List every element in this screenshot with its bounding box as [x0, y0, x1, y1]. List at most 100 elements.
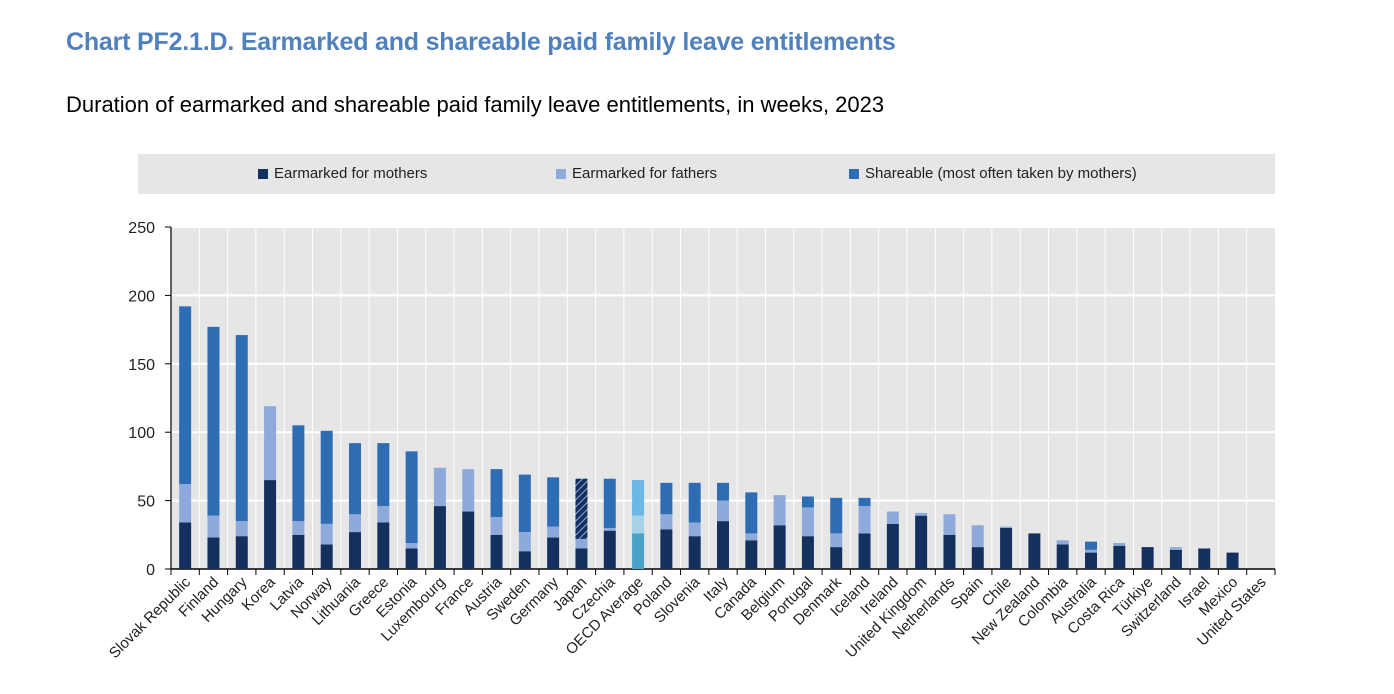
bar-fathers	[603, 527, 616, 531]
bar-mothers	[292, 534, 305, 569]
bar-mothers	[1085, 552, 1097, 569]
legend-label-mothers: Earmarked for mothers	[274, 165, 428, 182]
bar-mothers	[717, 521, 729, 569]
bar-mothers	[603, 530, 616, 569]
chart-subtitle: Duration of earmarked and shareable paid…	[66, 92, 885, 117]
bar-mothers	[1226, 552, 1239, 569]
bar-mothers	[1056, 544, 1069, 569]
bar-shareable	[518, 474, 531, 533]
bar-mothers	[915, 515, 928, 569]
bar-fathers	[235, 521, 248, 537]
bar-mothers	[462, 511, 475, 569]
legend-label-shareable: Shareable (most often taken by mothers)	[865, 165, 1137, 182]
bar-shareable	[830, 497, 843, 534]
legend-swatch-fathers	[556, 168, 566, 179]
y-tick-label: 100	[128, 425, 155, 442]
bar-fathers	[915, 512, 928, 516]
bar-mothers	[830, 547, 843, 569]
bar-fathers	[349, 514, 361, 533]
bar-fathers	[575, 538, 588, 549]
legend-label-fathers: Earmarked for fathers	[572, 165, 718, 182]
y-tick-label: 250	[128, 220, 155, 237]
bar-mothers	[971, 547, 984, 569]
legend-swatch-shareable	[849, 168, 859, 179]
bar-shareable	[575, 478, 588, 539]
bar-fathers	[1056, 540, 1069, 545]
bar-fathers	[745, 533, 758, 541]
bar-shareable	[547, 477, 560, 527]
bar-fathers	[632, 515, 645, 534]
bar-mothers	[264, 480, 277, 569]
bar-fathers	[858, 506, 871, 534]
bar-shareable	[320, 430, 333, 524]
bar-shareable	[490, 469, 503, 518]
bar-shareable	[603, 478, 616, 528]
bar-fathers	[886, 511, 899, 524]
bar-shareable	[349, 443, 361, 515]
bar-shareable	[179, 306, 192, 485]
bar-fathers	[1000, 526, 1013, 528]
bar-fathers	[179, 484, 192, 523]
bar-mothers	[660, 529, 673, 569]
bar-fathers	[207, 515, 220, 538]
bar-shareable	[207, 326, 220, 516]
bar-fathers	[405, 543, 418, 549]
legend: Earmarked for mothers Earmarked for fath…	[138, 154, 1275, 194]
bar-mothers	[518, 551, 531, 569]
bar-shareable	[377, 443, 390, 507]
y-tick-label: 0	[146, 562, 155, 579]
bar-mothers	[235, 536, 248, 569]
bar-fathers	[433, 467, 446, 507]
bar-mothers	[405, 548, 418, 569]
bar-mothers	[320, 544, 333, 569]
bar-shareable	[405, 451, 418, 544]
bar-fathers	[660, 514, 673, 530]
bar-fathers	[971, 525, 984, 548]
bar-mothers	[745, 540, 758, 569]
legend-item-shareable: Shareable (most often taken by mothers)	[849, 165, 1137, 182]
bar-mothers	[1169, 549, 1182, 569]
bar-fathers	[1113, 543, 1126, 546]
bar-fathers	[292, 521, 305, 535]
bar-shareable	[1085, 541, 1097, 550]
bar-fathers	[518, 532, 531, 552]
bar-shareable	[632, 480, 645, 516]
bar-mothers	[858, 533, 871, 569]
bar-mothers	[377, 522, 390, 569]
bar-mothers	[1198, 548, 1211, 569]
bar-mothers	[773, 525, 786, 569]
bar-fathers	[688, 522, 701, 537]
bar-mothers	[207, 537, 220, 569]
bar-shareable	[688, 482, 701, 523]
bar-fathers	[462, 469, 475, 512]
bar-fathers	[1169, 547, 1182, 550]
bar-mothers	[886, 523, 899, 569]
bar-shareable	[717, 482, 729, 501]
bar-fathers	[801, 507, 814, 537]
y-tick-label: 200	[128, 288, 155, 305]
bar-mothers	[179, 522, 192, 569]
y-tick-label: 50	[137, 494, 155, 511]
bar-mothers	[632, 533, 645, 569]
bar-mothers	[575, 548, 588, 569]
bar-mothers	[1000, 527, 1013, 569]
bar-fathers	[547, 526, 560, 538]
bar-shareable	[858, 497, 871, 507]
bar-fathers	[320, 523, 333, 545]
bar-mothers	[801, 536, 814, 569]
bar-mothers	[490, 534, 503, 569]
bar-mothers	[433, 506, 446, 569]
bar-shareable	[235, 335, 248, 522]
bar-mothers	[1113, 545, 1126, 569]
legend-item-fathers: Earmarked for fathers	[556, 165, 717, 182]
bar-shareable	[292, 425, 305, 522]
bar-shareable	[745, 492, 758, 534]
legend-swatch-mothers	[258, 168, 268, 179]
bar-fathers	[830, 533, 843, 548]
bar-fathers	[717, 500, 729, 522]
bar-shareable	[801, 496, 814, 508]
bar-mothers	[688, 536, 701, 569]
bar-mothers	[349, 532, 361, 569]
bar-shareable	[660, 482, 673, 515]
